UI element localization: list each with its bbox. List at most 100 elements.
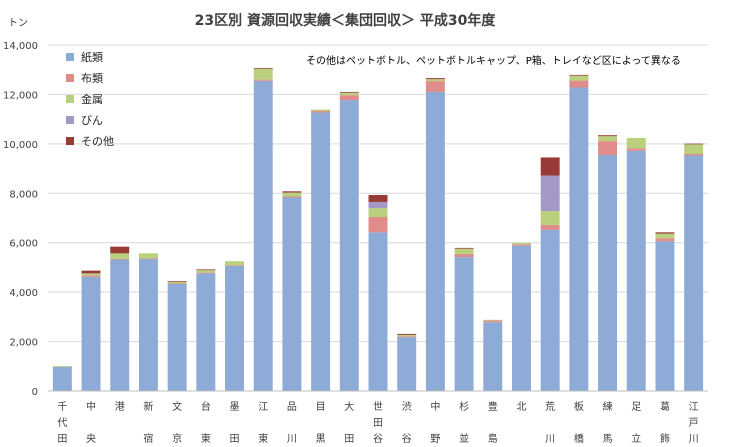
bar-segment: [626, 148, 646, 151]
x-tick-label: 馬: [603, 433, 613, 445]
bar-segment: [512, 242, 531, 245]
x-tick-label: 川: [545, 434, 555, 445]
bar-segment: [598, 135, 618, 137]
x-tick-label: 練: [603, 400, 613, 413]
bar-segment: [282, 197, 302, 391]
bar-segment: [626, 137, 646, 149]
bar-segment: [167, 282, 187, 284]
bar-segment: [454, 247, 474, 249]
bar-segment: [196, 270, 216, 273]
x-tick-label: 板: [574, 400, 584, 413]
bar-segment: [253, 79, 273, 81]
bar-segment: [397, 336, 417, 338]
bar-segment: [483, 320, 503, 323]
x-tick-label: 戸: [689, 417, 699, 429]
bar-segment: [540, 224, 560, 230]
legend-label: その他: [81, 135, 114, 148]
chart-annotation: その他はペットボトル、ペットボトルキャップ、P箱、トレイなど区によって異なる: [306, 54, 681, 67]
y-tick-label: 6,000: [9, 239, 38, 250]
x-tick-label: 宿: [143, 432, 153, 445]
bar-segment: [225, 265, 244, 266]
bar-segment: [368, 195, 388, 202]
x-tick-label: 葛: [660, 400, 670, 413]
x-tick-label: 大: [344, 400, 354, 413]
bar-segment: [397, 334, 417, 337]
bar-segment: [569, 74, 589, 76]
bar-segment: [397, 337, 417, 391]
bar-segment: [138, 259, 158, 391]
bar-segment: [311, 112, 331, 391]
x-tick-label: 足: [631, 401, 641, 413]
x-tick-label: 並: [459, 432, 469, 445]
bar-segment: [196, 272, 216, 274]
bar-segment: [282, 196, 302, 198]
bar-segment: [339, 95, 359, 101]
bar-segment: [425, 91, 445, 392]
bar-segment: [483, 322, 503, 391]
legend-swatch: [66, 53, 74, 61]
bar-segment: [253, 80, 273, 391]
legend-label: 紙類: [81, 50, 103, 64]
x-tick-label: 立: [631, 432, 641, 445]
bar-segment: [655, 233, 675, 239]
bar-segment: [253, 67, 273, 69]
x-tick-label: 島: [488, 432, 498, 445]
bar-segment: [81, 276, 101, 391]
bar-segment: [110, 246, 130, 254]
bar-segment: [655, 241, 675, 391]
bar-segment: [512, 245, 531, 391]
legend-label: 布類: [81, 72, 103, 85]
bar-segment: [196, 273, 216, 391]
x-tick-label: 北: [516, 401, 526, 413]
x-tick-label: 港: [115, 401, 125, 413]
bar-segment: [598, 136, 618, 142]
bar-segment: [684, 144, 704, 154]
bar-segment: [81, 270, 101, 274]
bar-segment: [397, 333, 417, 335]
legend-label: 金属: [81, 92, 103, 106]
x-tick-label: 品: [287, 401, 297, 413]
x-tick-label: 野: [430, 433, 440, 445]
x-tick-label: 田: [344, 434, 354, 445]
x-tick-label: 新: [143, 400, 153, 413]
bar-segment: [684, 155, 704, 391]
y-tick-label: 12,000: [3, 90, 38, 101]
bar-segment: [512, 244, 531, 246]
chart-title: 23区別 資源回収実績＜集団回収＞ 平成30年度: [195, 12, 497, 29]
bar-segment: [454, 253, 474, 258]
bar-segment: [425, 79, 445, 82]
y-tick-label: 8,000: [9, 189, 38, 200]
bar-segment: [225, 265, 244, 391]
bar-segment: [52, 366, 72, 391]
x-tick-label: 杉: [459, 400, 469, 413]
bar-segment: [655, 232, 675, 234]
y-tick-label: 4,000: [9, 288, 38, 299]
x-tick-label: 東: [258, 432, 268, 445]
bar-segment: [196, 269, 216, 271]
x-tick-label: 田: [57, 434, 67, 445]
x-tick-label: 黒: [316, 433, 326, 445]
y-tick-label: 2,000: [9, 338, 38, 349]
bar-segment: [81, 275, 101, 277]
x-tick-label: 飾: [660, 432, 670, 445]
bar-segment: [368, 208, 388, 218]
bar-segment: [684, 153, 704, 156]
x-tick-label: 谷: [373, 433, 383, 445]
bar-segment: [569, 75, 589, 81]
bar-segment: [425, 78, 445, 80]
bar-segment: [626, 150, 646, 391]
bar-segment: [167, 281, 187, 283]
bar-segment: [454, 257, 474, 391]
y-tick-label: 14,000: [3, 41, 38, 52]
legend-swatch: [66, 95, 74, 103]
x-tick-label: 江: [258, 401, 268, 413]
legend-swatch: [66, 74, 74, 82]
legend-label: びん: [81, 114, 103, 127]
bar-segment: [225, 261, 244, 266]
bar-segment: [282, 191, 302, 193]
x-tick-label: 川: [287, 434, 297, 445]
